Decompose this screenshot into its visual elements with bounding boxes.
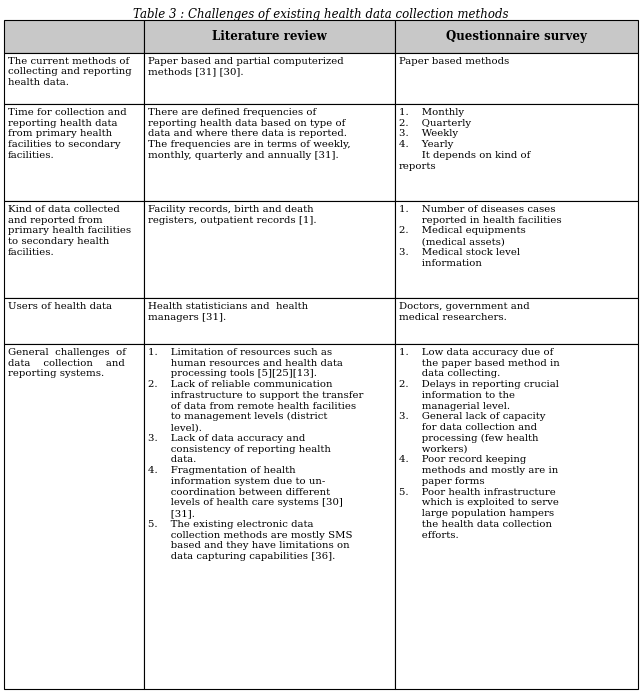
Text: Time for collection and
reporting health data
from primary health
facilities to : Time for collection and reporting health… (8, 107, 126, 160)
Text: 1.    Limitation of resources such as
       human resources and health data
   : 1. Limitation of resources such as human… (148, 348, 364, 561)
Bar (144, 344, 395, 689)
Text: Doctors, government and
medical researchers.: Doctors, government and medical research… (399, 302, 529, 322)
Bar (395, 201, 638, 298)
Bar (144, 104, 395, 201)
Bar (395, 20, 638, 53)
Bar (4, 298, 144, 344)
Text: Paper based methods: Paper based methods (399, 57, 509, 66)
Text: 1.    Number of diseases cases
       reported in health facilities
2.    Medica: 1. Number of diseases cases reported in … (399, 205, 561, 267)
Bar (395, 53, 638, 104)
Bar (4, 53, 144, 104)
Text: 1.    Monthly
2.    Quarterly
3.    Weekly
4.    Yearly
       It depends on kin: 1. Monthly 2. Quarterly 3. Weekly 4. Yea… (399, 107, 530, 170)
Text: Health statisticians and  health
managers [31].: Health statisticians and health managers… (148, 302, 309, 322)
Text: Table 3 : Challenges of existing health data collection methods: Table 3 : Challenges of existing health … (134, 8, 508, 21)
Bar (4, 104, 144, 201)
Bar (144, 201, 395, 298)
Text: 1.    Low data accuracy due of
       the paper based method in
       data coll: 1. Low data accuracy due of the paper ba… (399, 348, 559, 540)
Bar (4, 20, 144, 53)
Text: Questionnaire survey: Questionnaire survey (446, 30, 587, 44)
Bar (395, 298, 638, 344)
Text: General  challenges  of
data    collection    and
reporting systems.: General challenges of data collection an… (8, 348, 126, 378)
Bar (144, 298, 395, 344)
Text: Literature review: Literature review (212, 30, 327, 44)
Text: Kind of data collected
and reported from
primary health facilities
to secondary : Kind of data collected and reported from… (8, 205, 131, 257)
Bar (144, 20, 395, 53)
Text: There are defined frequencies of
reporting health data based on type of
data and: There are defined frequencies of reporti… (148, 107, 351, 160)
Text: Facility records, birth and death
registers, outpatient records [1].: Facility records, birth and death regist… (148, 205, 317, 225)
Text: Users of health data: Users of health data (8, 302, 112, 311)
Text: The current methods of
collecting and reporting
health data.: The current methods of collecting and re… (8, 57, 132, 87)
Bar (395, 104, 638, 201)
Bar (4, 344, 144, 689)
Bar (144, 53, 395, 104)
Bar (395, 344, 638, 689)
Text: Paper based and partial computerized
methods [31] [30].: Paper based and partial computerized met… (148, 57, 344, 76)
Bar (4, 201, 144, 298)
